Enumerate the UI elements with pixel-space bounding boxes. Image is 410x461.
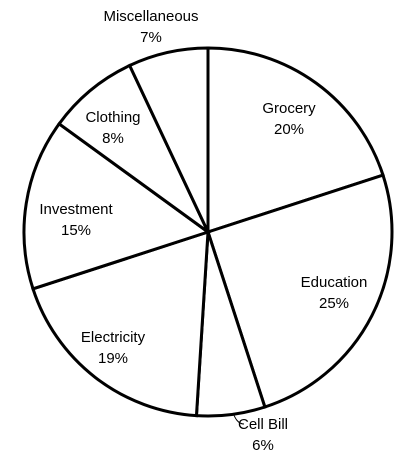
leader-lines [232, 412, 245, 425]
slice-value-grocery: 20% [274, 121, 304, 138]
pie-slice-education [206, 173, 394, 409]
slice-labels: Grocery 20% Education 25% Cell Bill 6% Electri… [39, 8, 367, 454]
pie-slices [22, 46, 394, 418]
slice-value-investment: 15% [61, 222, 91, 239]
leader-line-cell-bill [232, 412, 245, 425]
slice-label-miscellaneous: Miscellaneous [103, 8, 198, 25]
pie-slice-grocery [206, 46, 385, 235]
slice-label-grocery: Grocery [262, 100, 316, 117]
slice-label-cell-bill: Cell Bill [238, 416, 288, 433]
slice-value-electricity: 19% [98, 350, 128, 367]
slice-label-electricity: Electricity [81, 329, 146, 346]
slice-value-clothing: 8% [102, 130, 124, 147]
pie-slice-investment [22, 121, 212, 291]
pie-slice-miscellaneous [127, 46, 210, 233]
slice-label-clothing: Clothing [85, 109, 140, 126]
pie-slice-electricity [31, 229, 210, 418]
slice-value-miscellaneous: 7% [140, 29, 162, 46]
slice-value-education: 25% [319, 295, 349, 312]
pie-slice-clothing [57, 63, 210, 234]
slice-value-cell-bill: 6% [252, 437, 274, 454]
slice-label-investment: Investment [39, 201, 113, 218]
slice-label-education: Education [301, 274, 368, 291]
